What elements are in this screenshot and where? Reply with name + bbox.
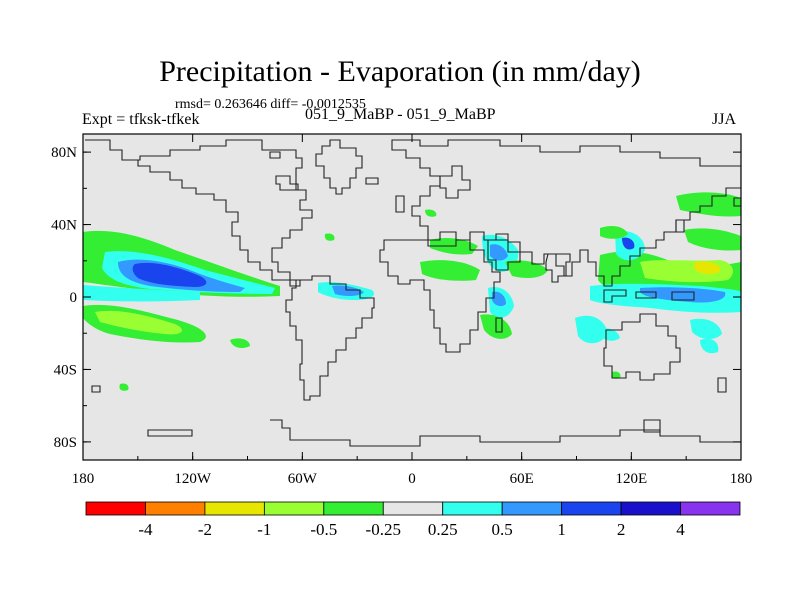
coastline-indonesia-1	[603, 289, 627, 303]
field-east-asia-wet	[600, 226, 628, 239]
colorbar: -4 -2 -1 -0.5 -0.25 0.25 0.5 1 2 4	[85, 501, 741, 539]
field-pacific-small	[119, 383, 129, 391]
colorbar-swatch	[382, 501, 444, 516]
coastline-indonesia-2	[635, 291, 657, 299]
field-austral-green	[611, 371, 621, 379]
coastlines	[85, 139, 741, 447]
map-title: Precipitation - Evaporation (in mm/day)	[159, 55, 641, 88]
coastline-new-zealand	[717, 377, 727, 393]
colorbar-swatch	[620, 501, 681, 516]
longitude-axis: 180 120W 60W 0 60E 120E 180	[72, 134, 753, 487]
field-nw-pacific-wet	[676, 192, 741, 217]
coastline-island-pacific-2	[733, 197, 741, 207]
coastline-iceland	[365, 177, 379, 185]
lon-tick-label: 0	[408, 471, 416, 487]
lat-tick-label: 80N	[51, 145, 77, 161]
coastline-eurasia	[391, 139, 741, 287]
colorbar-swatch	[85, 501, 146, 516]
coastline-island-pacific-1	[91, 385, 101, 393]
coastline-arctic-island-1	[275, 175, 299, 191]
colorbar-label: 0.25	[428, 520, 458, 539]
field-scandinavia-wet	[425, 209, 437, 217]
lat-tick-label: 40S	[54, 362, 77, 378]
field-south-ocean-1	[230, 338, 250, 348]
coastline-scandinavia	[439, 165, 471, 199]
coastline-greenland	[315, 139, 363, 195]
colorbar-swatch	[323, 501, 384, 516]
colorbar-swatch	[501, 501, 563, 516]
field-wet-eq-pacific	[83, 285, 200, 302]
statistics-text: rmsd= 0.263646 diff= -0.0012535	[175, 97, 366, 112]
coastline-australia	[603, 313, 681, 381]
coastline-uk	[395, 195, 405, 213]
colorbar-swatch	[680, 501, 741, 516]
lon-tick-label: 120E	[615, 471, 647, 487]
colorbar-label: -0.25	[366, 520, 401, 539]
field-atlantic-dry-core	[332, 285, 364, 297]
colorbar-swatch	[204, 501, 265, 516]
colorbar-label: 1	[557, 520, 566, 539]
coastline-antarctica	[147, 419, 741, 447]
colorbar-swatch	[263, 501, 325, 516]
coastline-south-america	[285, 275, 375, 401]
colorbar-label: 2	[617, 520, 626, 539]
field-south-ocean-3	[700, 338, 719, 354]
colorbar-swatch	[145, 501, 206, 516]
coastline-madagascar	[495, 317, 503, 333]
coastline-arctic-island-2	[269, 151, 281, 159]
colorbar-label: 4	[676, 520, 685, 539]
colorbar-label: -1	[257, 520, 271, 539]
coastline-antarctica-island	[643, 419, 661, 433]
field-maritime-dry-strong	[640, 287, 726, 303]
colorbar-label: -0.5	[310, 520, 337, 539]
coastline-north-america	[85, 139, 313, 287]
colorbar-label: 0.5	[492, 520, 513, 539]
lon-tick-label: 60W	[288, 471, 318, 487]
field-sw-pacific-dry	[575, 315, 608, 344]
field-south-ocean-2	[598, 328, 620, 341]
coastline-india	[545, 253, 571, 283]
lon-tick-label: 180	[730, 471, 753, 487]
case-names: 051_9_MaBP - 051_9_MaBP	[305, 106, 496, 123]
coastline-japan	[675, 219, 685, 233]
colorbar-swatch	[442, 501, 503, 516]
lat-tick-label: 0	[70, 290, 78, 306]
lon-tick-label: 60E	[510, 471, 534, 487]
field-east-asia-dry-core	[622, 237, 635, 250]
experiment-label: Expt = tfksk-tfkek	[82, 111, 200, 128]
field-arabian-wet	[505, 260, 548, 278]
field-wet-south-pacific-inner	[95, 310, 183, 335]
colorbar-swatch	[561, 501, 622, 516]
lon-tick-label: 180	[72, 471, 95, 487]
field-indian-ocean-dry-core	[492, 291, 506, 307]
colorbar-label: -4	[138, 520, 153, 539]
colorbar-label: -2	[198, 520, 212, 539]
coastline-arabia	[487, 239, 521, 271]
latitude-axis: 80N 40N 0 40S 80S	[51, 145, 741, 451]
field-south-pacific-dry	[690, 318, 722, 340]
field-west-pacific-core	[694, 261, 721, 275]
field-dry-ne-pacific-core	[132, 262, 207, 287]
coastline-africa	[379, 239, 501, 353]
lon-tick-label: 120W	[174, 471, 212, 487]
field-atlantic-small-green	[324, 233, 335, 241]
season-label: JJA	[712, 111, 737, 128]
lat-tick-label: 40N	[51, 218, 77, 234]
field-north-pacific-wet	[684, 228, 741, 251]
coastline-new-guinea	[671, 291, 695, 301]
lat-tick-label: 80S	[54, 435, 77, 451]
field-west-africa-wet	[420, 260, 480, 281]
field-east-africa-dry-core	[490, 244, 508, 261]
